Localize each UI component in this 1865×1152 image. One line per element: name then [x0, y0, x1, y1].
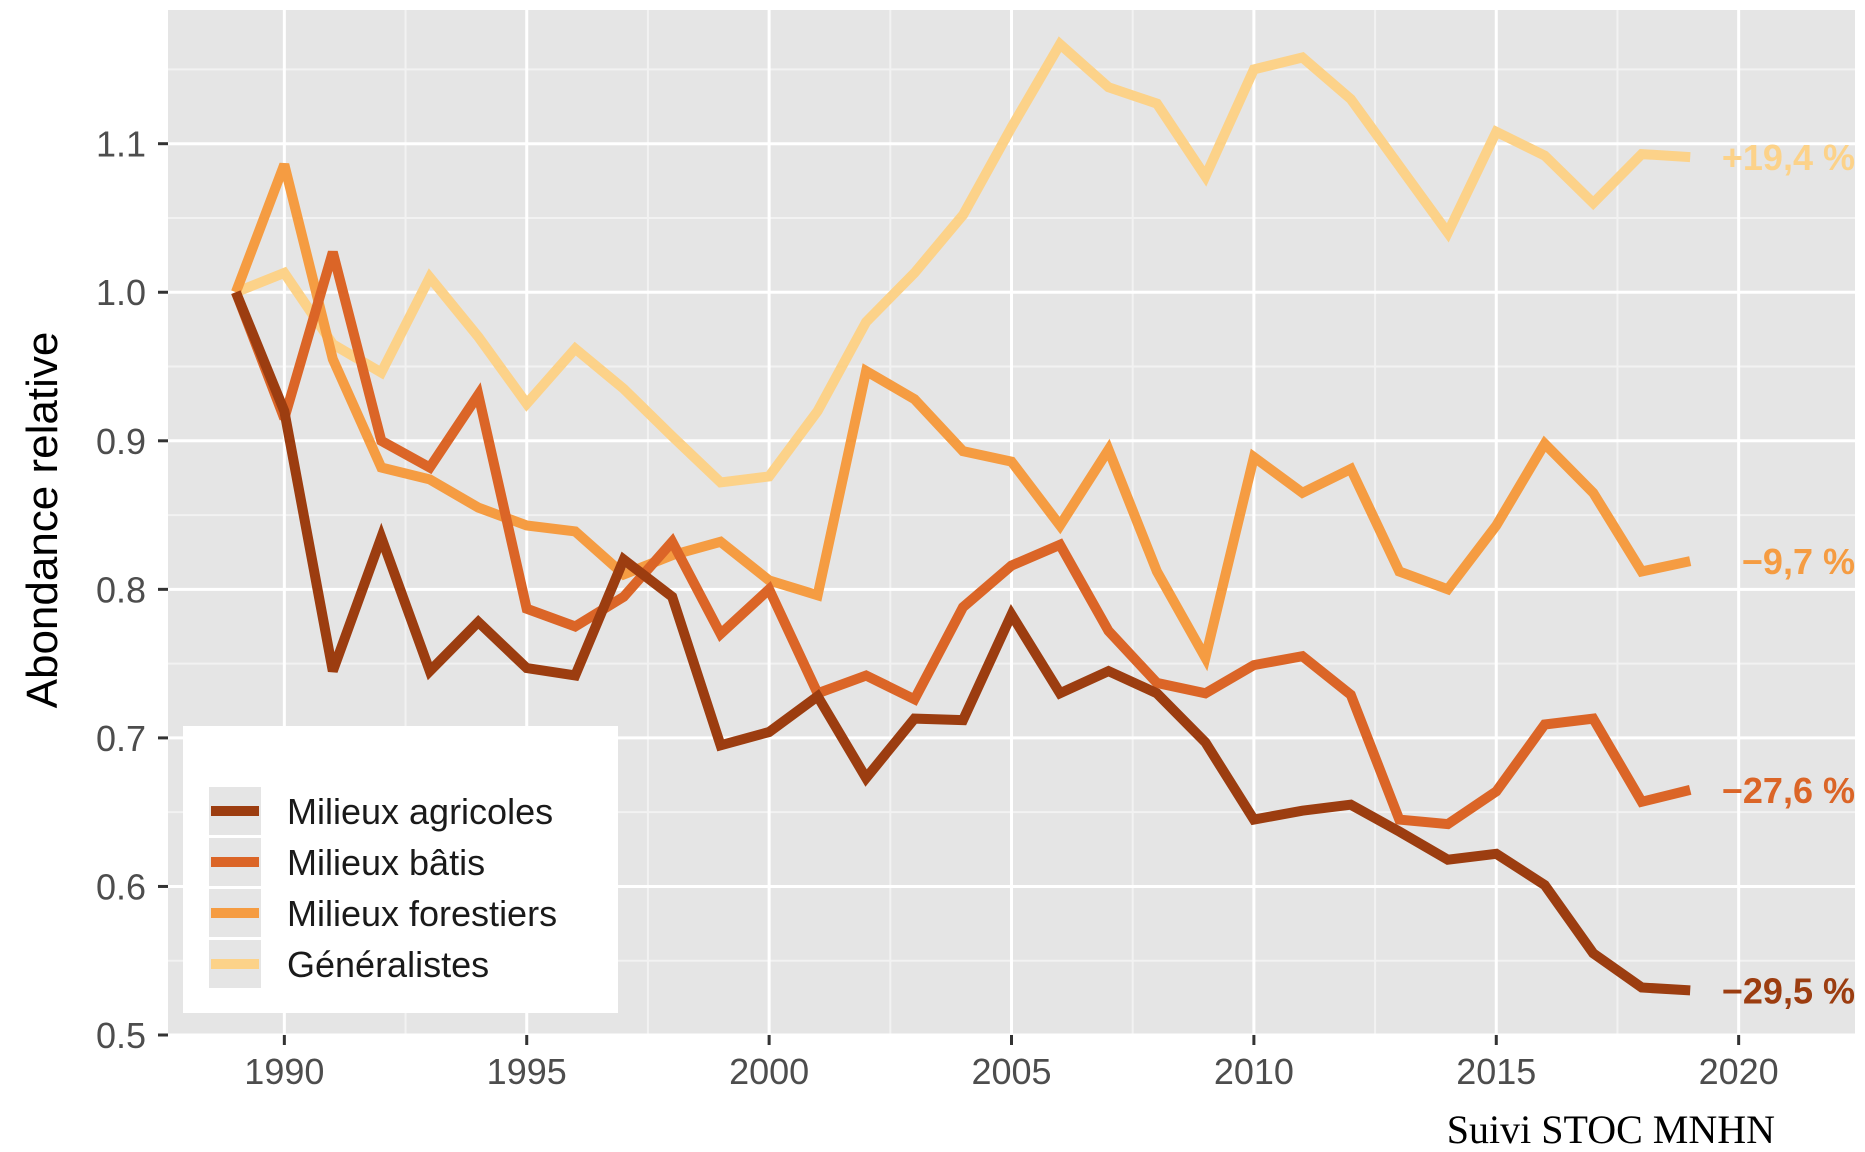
x-tick-label: 2010 — [1214, 1051, 1294, 1092]
source-caption: Suivi STOC MNHN — [1447, 1107, 1775, 1152]
end-label-3: +19,4 % — [1722, 137, 1855, 178]
y-tick-label: 0.9 — [96, 421, 146, 462]
series-line-2 — [231, 162, 1692, 672]
series-line-3 — [234, 36, 1691, 488]
series-end-labels: −29,5 % −27,6 % −9,7 % +19,4 % — [1722, 137, 1855, 1011]
series-lines — [231, 36, 1692, 996]
axes — [158, 142, 1741, 1045]
y-tick-label: 1.0 — [96, 272, 146, 313]
end-label-0: −29,5 % — [1722, 970, 1855, 1011]
x-tick-label: 2015 — [1456, 1051, 1536, 1092]
end-label-1: −27,6 % — [1722, 770, 1855, 811]
legend-label-1: Milieux bâtis — [287, 842, 485, 883]
y-tick-label: 0.7 — [96, 718, 146, 759]
end-label-2: −9,7 % — [1742, 541, 1855, 582]
series-line-0 — [231, 290, 1691, 996]
y-axis-ticks: 0.5 0.6 0.7 0.8 0.9 1.0 1.1 — [96, 124, 146, 1056]
x-tick-label: 2020 — [1699, 1051, 1779, 1092]
y-tick-label: 1.1 — [96, 124, 146, 165]
legend: Milieux agricoles Milieux bâtis Milieux fo… — [183, 726, 618, 1013]
x-tick-label: 1995 — [487, 1051, 567, 1092]
series-line-1 — [231, 250, 1692, 830]
x-tick-label: 2000 — [729, 1051, 809, 1092]
legend-label-0: Milieux agricoles — [287, 791, 553, 832]
y-tick-label: 0.8 — [96, 569, 146, 610]
y-axis-label: Abondance relative — [18, 332, 67, 709]
x-tick-label: 1990 — [244, 1051, 324, 1092]
y-tick-label: 0.6 — [96, 866, 146, 907]
x-tick-label: 2005 — [971, 1051, 1051, 1092]
legend-label-2: Milieux forestiers — [287, 893, 557, 934]
y-tick-label: 0.5 — [96, 1015, 146, 1056]
x-axis-ticks: 1990 1995 2000 2005 2010 2015 2020 — [244, 1051, 1778, 1092]
legend-label-3: Généralistes — [287, 944, 489, 985]
